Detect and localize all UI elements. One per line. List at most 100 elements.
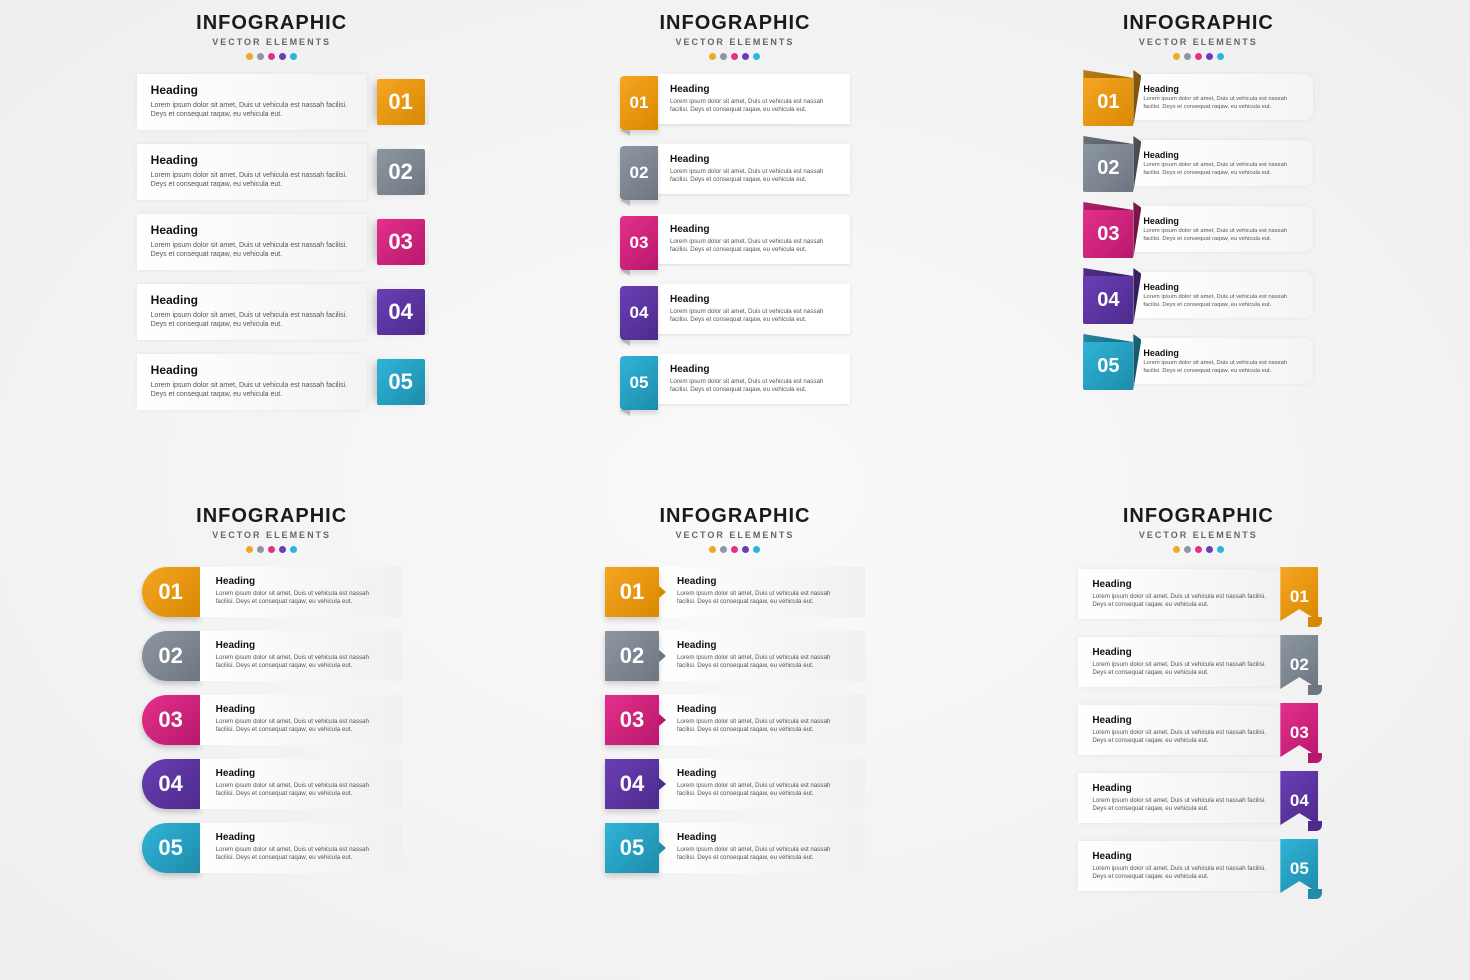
item-body: Lorem ipsum dolor sit amet, Duis ut vehi… — [1143, 360, 1299, 376]
item-number: 03 — [1290, 723, 1309, 743]
item-heading: Heading — [677, 576, 847, 587]
list-item: 02 HeadingLorem ipsum dolor sit amet, Dui… — [142, 631, 402, 681]
panel-5-items: 01 HeadingLorem ipsum dolor sit amet, Dui… — [533, 567, 936, 873]
item-number: 02 — [158, 643, 182, 669]
color-dot — [1206, 546, 1213, 553]
color-dot — [268, 546, 275, 553]
item-card: HeadingLorem ipsum dolor sit amet, Duis … — [200, 631, 402, 681]
list-item: 05 Heading Lorem ipsum dolor sit amet, Dui… — [1083, 338, 1313, 390]
color-dot — [709, 546, 716, 553]
list-item: 04HeadingLorem ipsum dolor sit amet, Dui… — [620, 284, 850, 340]
number-badge: 05 — [620, 356, 658, 410]
color-dot — [279, 546, 286, 553]
color-dot — [1184, 53, 1191, 60]
item-card: HeadingLorem ipsum dolor sit amet, Duis … — [656, 214, 850, 264]
color-dots — [196, 546, 347, 553]
title: INFOGRAPHIC — [659, 12, 810, 35]
item-card: HeadingLorem ipsum dolor sit amet, Duis … — [1129, 206, 1313, 252]
number-badge: 01 — [605, 567, 659, 617]
item-heading: Heading — [670, 84, 836, 95]
number-badge: 02 — [620, 146, 658, 200]
list-item: 02HeadingLorem ipsum dolor sit amet, Dui… — [620, 144, 850, 200]
list-item: 04HeadingLorem ipsum dolor sit amet, Dui… — [1083, 272, 1313, 324]
panel-3-items: 01HeadingLorem ipsum dolor sit amet, Dui… — [997, 74, 1400, 390]
item-body: Lorem ipsum dolor sit amet, Duis ut vehi… — [670, 378, 836, 395]
item-card: Heading Lorem ipsum dolor sit amet, Duis … — [656, 74, 850, 124]
item-heading: Heading — [670, 294, 836, 305]
item-card: HeadingLorem ipsum dolor sit amet, Duis … — [659, 823, 865, 873]
item-card: HeadingLorem ipsum dolor sit amet, Duis … — [1078, 773, 1282, 823]
item-body: Lorem ipsum dolor sit amet, Duis ut vehi… — [670, 168, 836, 185]
item-body: Lorem ipsum dolor sit amet, Duis ut vehi… — [1092, 593, 1268, 610]
color-dots — [196, 53, 347, 60]
color-dot — [290, 53, 297, 60]
list-item: HeadingLorem ipsum dolor sit amet, Duis … — [137, 144, 407, 200]
item-body: Lorem ipsum dolor sit amet, Duis ut vehi… — [1092, 661, 1268, 678]
color-dot — [257, 53, 264, 60]
item-body: Lorem ipsum dolor sit amet, Duis ut vehi… — [216, 590, 386, 607]
item-number: 05 — [1097, 355, 1119, 378]
item-number: 05 — [620, 835, 644, 861]
item-number: 04 — [620, 771, 644, 797]
list-item: 03HeadingLorem ipsum dolor sit amet, Dui… — [142, 695, 402, 745]
item-heading: Heading — [670, 224, 836, 235]
title: INFOGRAPHIC — [1123, 12, 1274, 35]
item-card: HeadingLorem ipsum dolor sit amet, Duis … — [200, 759, 402, 809]
color-dot — [1217, 53, 1224, 60]
item-body: Lorem ipsum dolor sit amet, Duis ut vehi… — [670, 98, 836, 115]
number-badge: 05 — [377, 359, 425, 405]
item-heading: Heading — [216, 576, 386, 587]
infographic-grid: INFOGRAPHIC VECTOR ELEMENTS Heading Lorem… — [70, 12, 1400, 968]
item-card: HeadingLorem ipsum dolor sit amet, Duis … — [659, 759, 865, 809]
item-body: Lorem ipsum dolor sit amet, Duis ut vehi… — [216, 782, 386, 799]
item-card: HeadingLorem ipsum dolor sit amet, Duis … — [200, 695, 402, 745]
item-card: HeadingLorem ipsum dolor sit amet, Duis … — [137, 74, 367, 130]
item-number: 02 — [388, 159, 412, 185]
item-number: 03 — [388, 229, 412, 255]
number-badge: 03 — [377, 219, 425, 265]
color-dot — [268, 53, 275, 60]
number-badge: 02 — [605, 631, 659, 681]
item-heading: Heading — [1143, 348, 1299, 358]
panel-4-items: 01HeadingLorem ipsum dolor sit amet, Dui… — [70, 567, 473, 873]
item-body: Lorem ipsum dolor sit amet, Duis ut vehi… — [151, 171, 353, 190]
panel-5: INFOGRAPHIC VECTOR ELEMENTS 01HeadingLor… — [533, 505, 936, 968]
color-dot — [731, 53, 738, 60]
color-dot — [753, 53, 760, 60]
item-number: 01 — [630, 93, 649, 113]
color-dot — [753, 546, 760, 553]
list-item: 04 HeadingLorem ipsum dolor sit amet, Dui… — [605, 759, 865, 809]
item-heading: Heading — [151, 223, 353, 237]
subtitle: VECTOR ELEMENTS — [1123, 37, 1274, 47]
color-dot — [246, 546, 253, 553]
title-block: INFOGRAPHIC VECTOR ELEMENTS — [1123, 12, 1274, 60]
color-dot — [731, 546, 738, 553]
item-number: 01 — [158, 579, 182, 605]
list-item: HeadingLorem ipsum dolor sit amet, Duis … — [137, 284, 407, 340]
item-body: Lorem ipsum dolor sit amet, Duis ut vehi… — [151, 241, 353, 260]
list-item: HeadingLorem ipsum dolor sit amet, Duis … — [1078, 703, 1318, 757]
number-badge: 01 — [1083, 78, 1133, 126]
item-heading: Heading — [670, 364, 836, 375]
item-card: Heading Lorem ipsum dolor sit amet, Duis … — [137, 214, 367, 270]
number-badge: 01 — [1280, 567, 1318, 621]
item-heading: Heading — [1143, 84, 1299, 94]
color-dot — [742, 546, 749, 553]
item-number: 04 — [1290, 791, 1309, 811]
list-item: HeadingLorem ipsum dolor sit amet, Duis … — [137, 354, 407, 410]
item-body: Lorem ipsum dolor sit amet, Duis ut vehi… — [1092, 729, 1268, 746]
number-badge: 03 — [605, 695, 659, 745]
item-heading: Heading — [1092, 783, 1268, 794]
subtitle: VECTOR ELEMENTS — [659, 37, 810, 47]
list-item: 01 Heading Lorem ipsum dolor sit amet, Dui… — [620, 74, 850, 130]
number-badge: 02 — [142, 631, 200, 681]
number-badge: 04 — [142, 759, 200, 809]
item-body: Lorem ipsum dolor sit amet, Duis ut vehi… — [151, 311, 353, 330]
list-item: 04HeadingLorem ipsum dolor sit amet, Dui… — [142, 759, 402, 809]
item-body: Lorem ipsum dolor sit amet, Duis ut vehi… — [1143, 162, 1299, 178]
item-number: 01 — [1097, 91, 1119, 114]
item-heading: Heading — [677, 768, 847, 779]
item-number: 02 — [1290, 655, 1309, 675]
list-item: 03HeadingLorem ipsum dolor sit amet, Dui… — [1083, 206, 1313, 258]
item-card: HeadingLorem ipsum dolor sit amet, Duis … — [1078, 841, 1282, 891]
